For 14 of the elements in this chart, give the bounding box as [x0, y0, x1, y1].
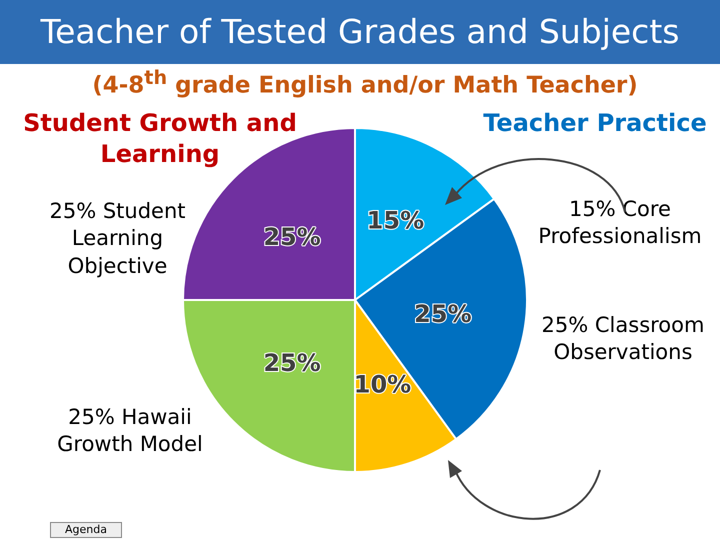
- text: 25% Classroom Observations: [540, 312, 706, 366]
- text: 15% Core Professionalism: [537, 196, 703, 250]
- text: Agenda: [50, 522, 122, 538]
- data-label: 25%: [414, 300, 472, 328]
- text: 25% Hawaii Growth Model: [56, 404, 204, 458]
- text: 25% Student Learning Objective: [48, 198, 187, 280]
- data-label: 25%: [263, 348, 321, 377]
- text: Student Growth and Learning: [22, 108, 298, 170]
- data-label: 25%: [263, 223, 321, 252]
- chart-title: Teacher of Tested Grades and Subjects: [0, 0, 720, 64]
- chart-subtitle: (4-8$^{th}$ grade English and/or Math Teacher): [91, 66, 639, 99]
- data-label: 15%: [366, 206, 424, 235]
- text: Teacher Practice: [482, 108, 708, 139]
- data-label: 10%: [354, 370, 412, 399]
